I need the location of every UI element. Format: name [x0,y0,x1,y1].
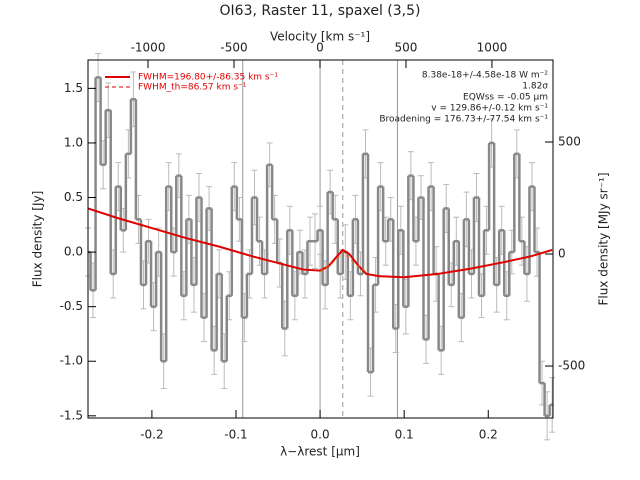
x-tick-label: 0.1 [395,428,414,442]
right-tick-label: -500 [558,359,585,373]
annotation: Broadening = 176.73+/-77.54 km s⁻¹ [379,115,548,125]
legend-label: FWHM=196.80+/-86.35 km s⁻¹ [138,73,278,83]
y-tick-label: 1.0 [64,135,83,149]
annotation: 1.82σ [522,82,548,92]
top-tick-label: 500 [395,41,418,55]
right-tick-label: 500 [558,134,581,148]
x-tick-label: -0.1 [224,428,247,442]
annotation: EQWss = -0.05 μm [463,93,548,103]
chart-title: OI63, Raster 11, spaxel (3,5) [220,3,421,19]
fit-line [319,251,367,273]
y-tick-label: -0.5 [60,299,83,313]
y-axis-label: Flux density [Jy] [31,191,45,288]
x-tick-label: -0.2 [140,428,163,442]
right-tick-label: 0 [558,247,566,261]
right-axis-label: Flux density [MJy sr⁻¹] [597,172,611,305]
y-tick-label: 0.0 [64,245,83,259]
legend-label: FWHM_th=86.57 km s⁻¹ [138,83,247,93]
x-tick-label: 0.2 [479,428,498,442]
top-tick-label: -1000 [131,41,166,55]
x-tick-label: 0.0 [311,428,330,442]
annotation: v = 129.86+/-0.12 km s⁻¹ [431,104,548,114]
top-tick-label: 1000 [477,41,508,55]
top-axis-label: Velocity [km s⁻¹] [270,30,370,44]
fit-line [87,207,553,279]
x-axis-label: λ−λrest [μm] [280,445,360,459]
annotation: 8.38e-18+/-4.58e-18 W m⁻² [422,71,549,81]
y-tick-label: 1.5 [64,81,83,95]
y-tick-label: 0.5 [64,190,83,204]
top-tick-label: 0 [316,41,324,55]
top-tick-label: -500 [220,41,247,55]
y-tick-label: -1.0 [60,354,83,368]
y-tick-label: -1.5 [60,408,83,422]
